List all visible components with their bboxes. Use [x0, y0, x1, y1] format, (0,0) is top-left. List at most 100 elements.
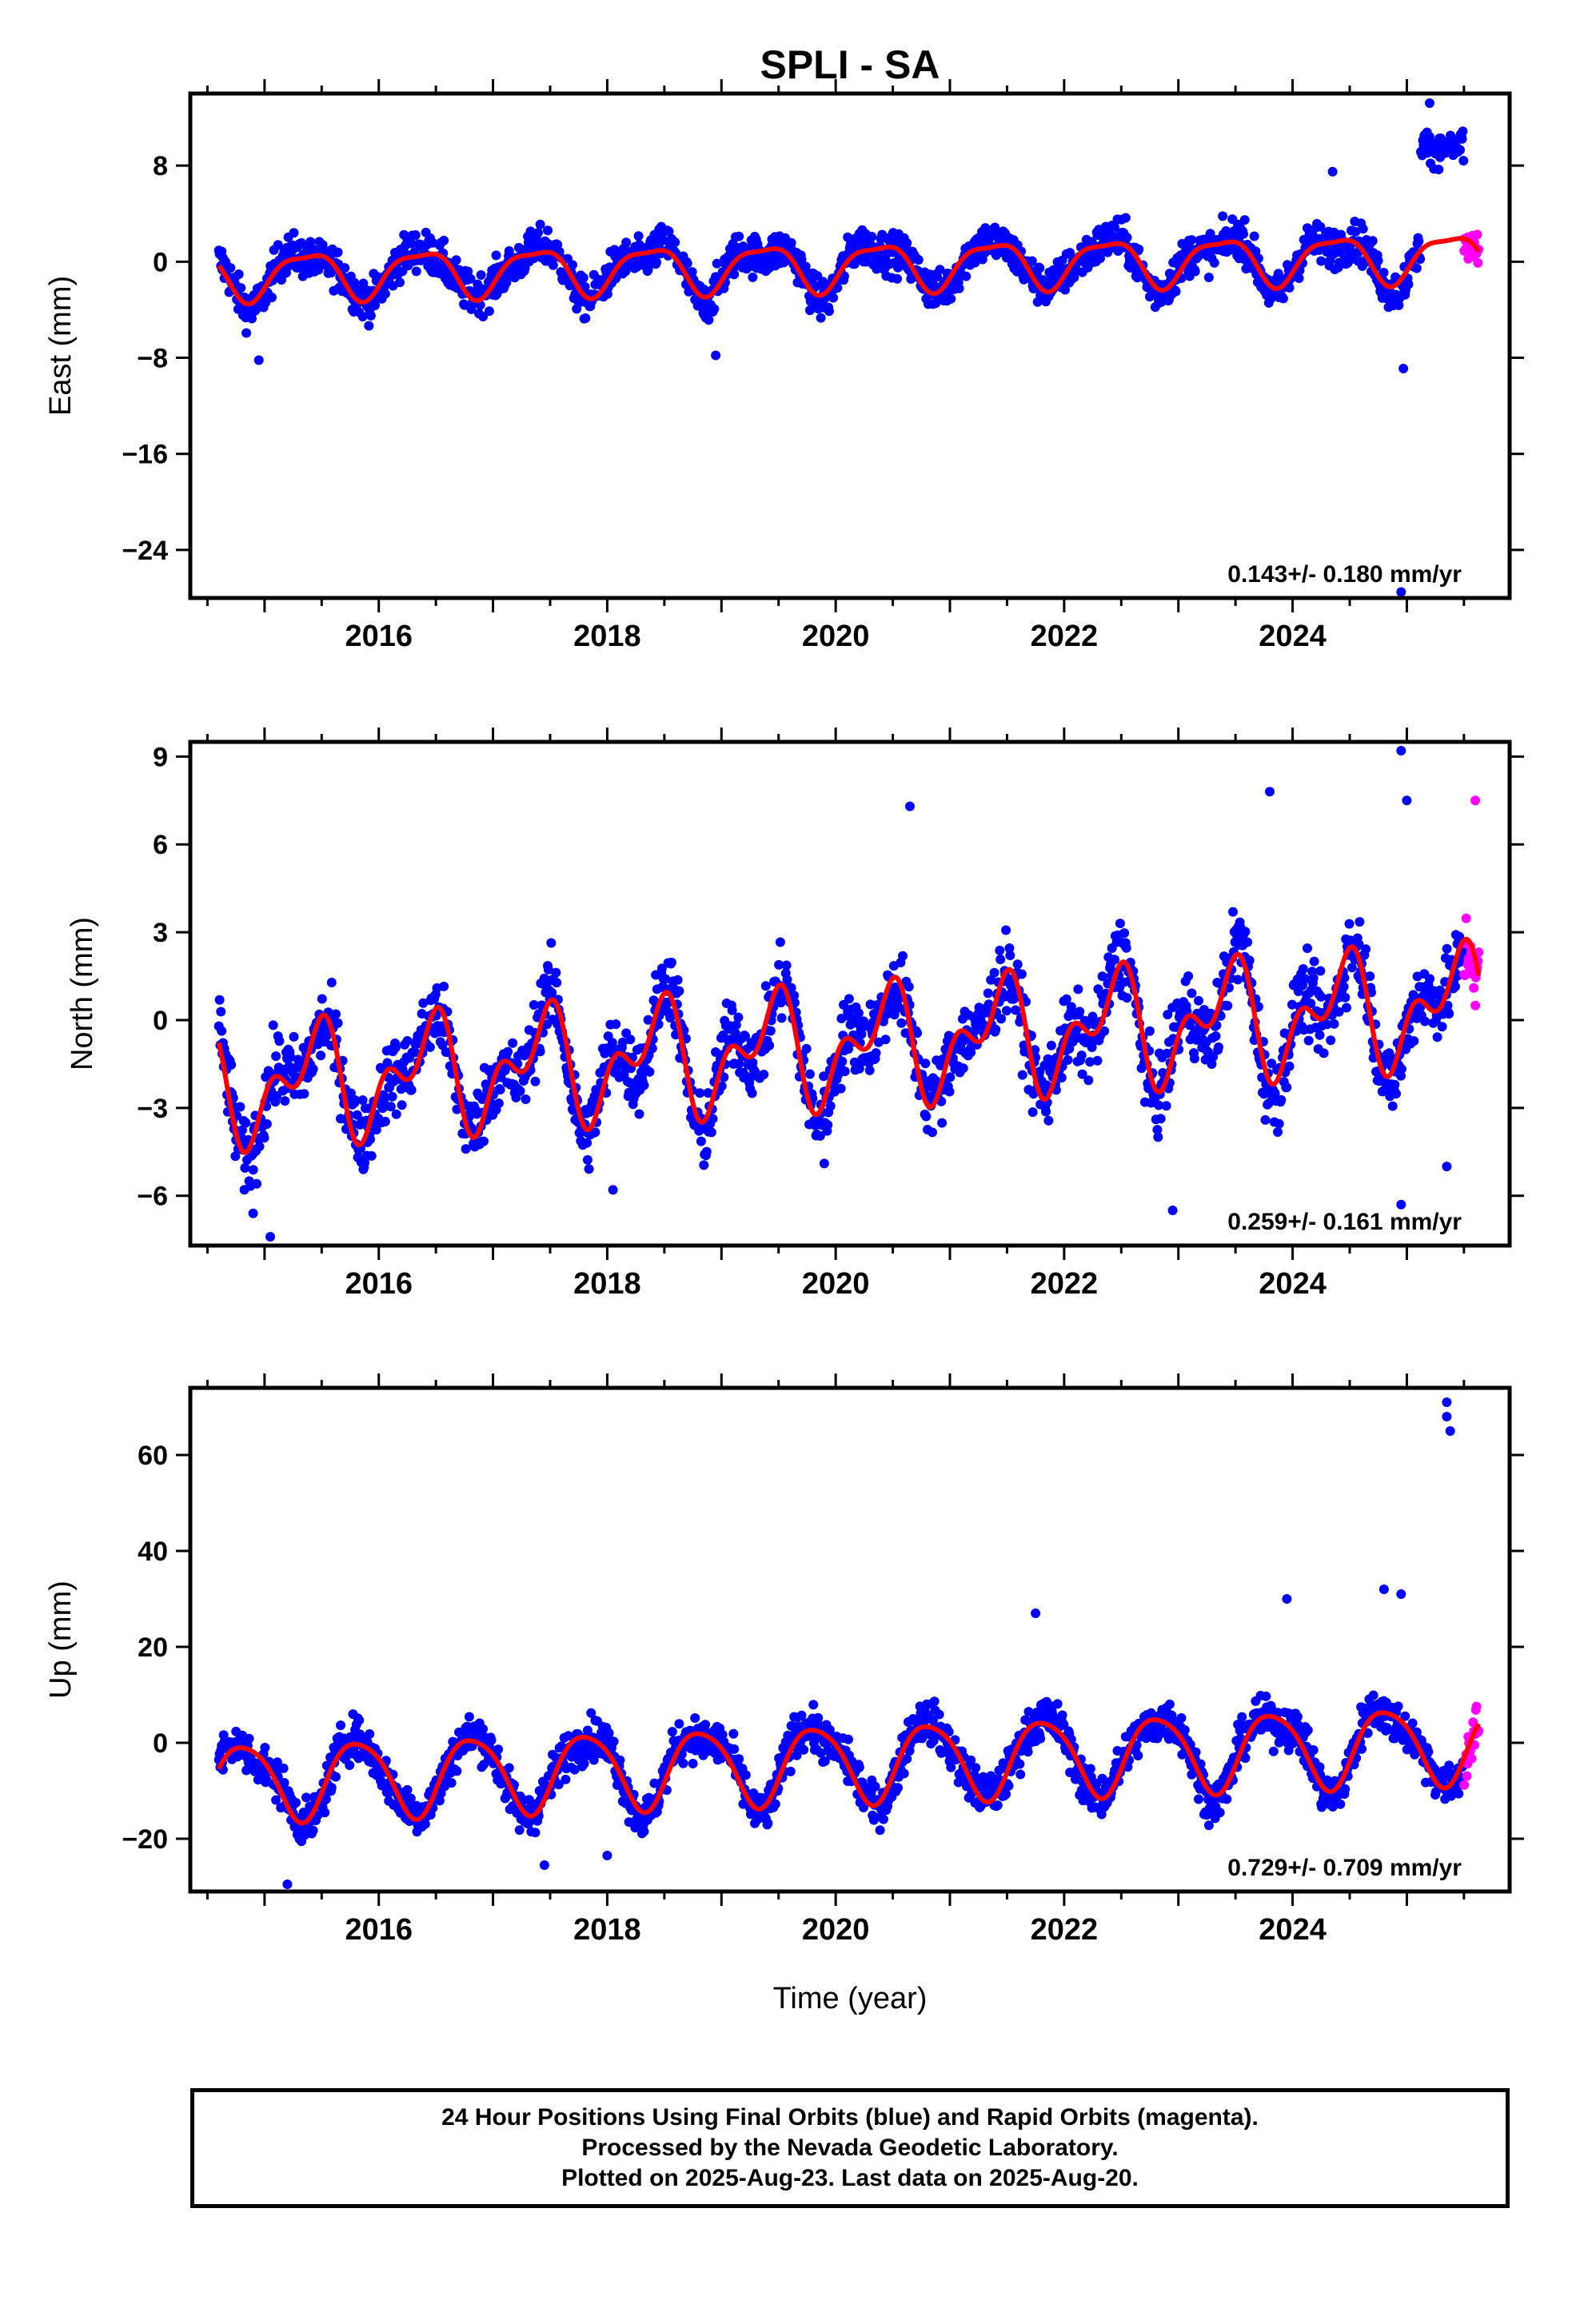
final-point	[552, 978, 561, 987]
final-point	[1279, 293, 1288, 303]
final-point	[871, 1782, 880, 1792]
final-point	[1388, 1102, 1398, 1111]
y-tick-label: −24	[122, 536, 168, 566]
final-point	[1083, 1075, 1093, 1085]
plot-frame	[190, 94, 1510, 598]
final-point	[1121, 213, 1131, 223]
final-point	[741, 1770, 751, 1780]
final-point	[516, 1086, 525, 1096]
final-point	[501, 277, 511, 287]
final-point	[388, 1092, 397, 1102]
final-point	[699, 1160, 708, 1170]
final-point	[904, 982, 914, 991]
final-point	[995, 955, 1005, 964]
final-point	[984, 988, 993, 998]
final-point	[235, 1102, 245, 1112]
final-point	[935, 1710, 944, 1720]
final-point	[865, 1066, 875, 1075]
final-point	[928, 1127, 937, 1137]
final-point	[331, 1772, 341, 1782]
final-point	[1397, 1064, 1406, 1074]
final-point	[1365, 971, 1375, 981]
final-point	[1123, 993, 1132, 1003]
final-point	[241, 329, 251, 338]
final-point	[521, 1094, 531, 1104]
final-point	[748, 1089, 757, 1098]
y-tick-label: −8	[137, 344, 168, 374]
final-point	[1250, 232, 1259, 241]
final-point	[892, 274, 902, 284]
final-point	[808, 1700, 818, 1709]
final-point	[776, 938, 785, 947]
final-point	[707, 1127, 716, 1137]
final-point	[236, 283, 245, 293]
y-tick-label: −3	[137, 1094, 168, 1124]
final-point	[1273, 1127, 1283, 1137]
y-tick-label: −6	[137, 1182, 168, 1212]
final-point	[452, 255, 461, 265]
final-point	[764, 1041, 774, 1050]
final-point	[1304, 1036, 1314, 1046]
final-point	[546, 939, 556, 948]
final-point	[216, 1007, 225, 1017]
final-point	[766, 1026, 776, 1036]
final-point	[1228, 907, 1238, 917]
final-point	[316, 1050, 325, 1060]
final-point	[1276, 1095, 1286, 1105]
final-point	[327, 1783, 337, 1792]
final-point	[914, 255, 924, 265]
x-tick-label: 2020	[802, 1267, 870, 1301]
final-point	[611, 1019, 620, 1029]
final-point	[1339, 982, 1349, 991]
y-axis-title: East (mm)	[44, 276, 78, 416]
final-point	[674, 1719, 684, 1728]
final-point	[1145, 1026, 1155, 1036]
final-point	[1223, 1001, 1232, 1011]
final-point	[260, 1133, 269, 1142]
final-point	[667, 958, 676, 967]
final-point	[728, 1729, 738, 1739]
data-points	[214, 98, 1484, 597]
final-point	[274, 1036, 284, 1046]
final-point	[673, 975, 683, 985]
final-point	[1368, 236, 1378, 245]
final-point	[1355, 917, 1364, 927]
final-point	[333, 248, 343, 257]
final-point	[786, 1767, 796, 1776]
final-point	[439, 982, 449, 991]
final-point	[1315, 967, 1325, 976]
final-point	[301, 1792, 311, 1802]
final-point	[1028, 1107, 1038, 1117]
rapid-point	[1462, 914, 1471, 923]
final-point	[1233, 975, 1243, 984]
final-point	[1425, 974, 1434, 983]
x-tick-label: 2024	[1259, 620, 1327, 653]
outlier-point	[1168, 1206, 1178, 1215]
final-point	[1187, 988, 1196, 998]
final-point	[1017, 970, 1027, 979]
final-point	[1190, 1054, 1199, 1063]
y-tick-label: −16	[122, 440, 168, 470]
final-point	[1326, 1035, 1335, 1045]
outlier-point	[905, 802, 915, 811]
final-point	[876, 1825, 885, 1835]
final-point	[447, 1778, 457, 1788]
final-point	[533, 228, 543, 237]
data-points	[214, 1397, 1484, 1889]
final-point	[354, 1716, 364, 1725]
final-point	[955, 284, 964, 293]
y-tick-label: 9	[153, 742, 168, 772]
final-point	[503, 1047, 513, 1057]
final-point	[801, 261, 811, 271]
outlier-point	[254, 356, 264, 365]
final-point	[1240, 215, 1250, 225]
final-point	[225, 263, 235, 273]
final-point	[309, 1064, 318, 1074]
final-point	[1458, 156, 1468, 165]
final-point	[367, 1151, 377, 1161]
rapid-point	[1469, 983, 1478, 993]
final-point	[1115, 919, 1125, 928]
final-point	[1444, 1009, 1454, 1018]
